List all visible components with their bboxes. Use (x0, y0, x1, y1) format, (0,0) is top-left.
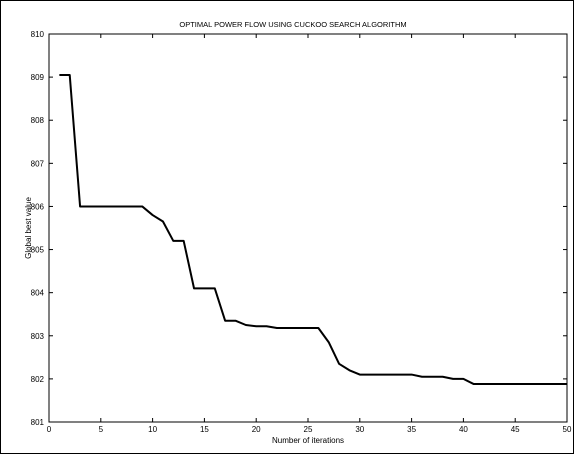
y-tick-label: 801 (31, 418, 45, 427)
y-axis-label: Global best value (24, 197, 33, 259)
x-tick-label: 0 (47, 425, 52, 434)
x-tick-label: 30 (355, 425, 364, 434)
x-tick-label: 10 (148, 425, 157, 434)
series-line (59, 73, 567, 386)
x-tick-label: 50 (563, 425, 572, 434)
x-axis: 0 5 10 15 20 25 30 35 40 45 50 (47, 34, 572, 434)
y-tick-label: 810 (31, 30, 45, 39)
y-axis: 801 802 803 804 805 806 807 808 809 810 (31, 30, 567, 427)
x-tick-label: 40 (459, 425, 468, 434)
x-tick-label: 15 (200, 425, 209, 434)
y-tick-label: 809 (31, 73, 45, 82)
x-tick-label: 20 (252, 425, 261, 434)
y-tick-label: 802 (31, 375, 45, 384)
x-tick-label: 45 (511, 425, 520, 434)
y-tick-label: 804 (31, 289, 45, 298)
x-tick-label: 35 (407, 425, 416, 434)
y-tick-label: 803 (31, 332, 45, 341)
y-tick-label: 806 (31, 202, 45, 211)
x-tick-label: 25 (304, 425, 313, 434)
chart-title: OPTIMAL POWER FLOW USING CUCKOO SEARCH A… (179, 20, 406, 29)
y-tick-label: 808 (31, 116, 45, 125)
plot-area (48, 33, 568, 423)
y-tick-label: 805 (31, 246, 45, 255)
x-axis-label: Number of iterations (272, 436, 344, 445)
y-tick-label: 807 (31, 159, 45, 168)
x-tick-label: 5 (99, 425, 104, 434)
